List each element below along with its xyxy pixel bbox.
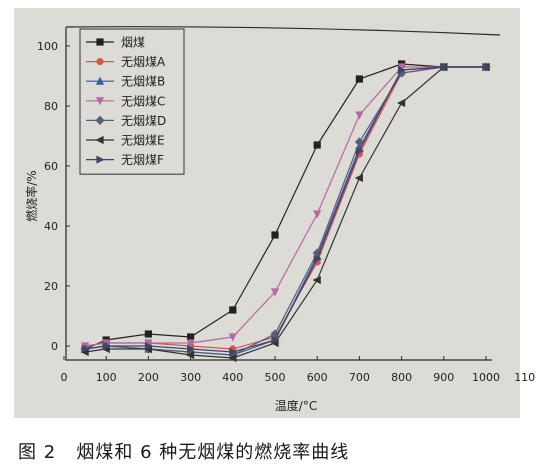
legend-marker: [96, 38, 104, 46]
data-point: [482, 62, 491, 72]
legend-label: 无烟煤F: [121, 153, 164, 167]
data-point: [186, 350, 195, 360]
series-group: [80, 60, 491, 363]
legend-label: 烟煤: [121, 36, 145, 50]
data-point: [187, 344, 196, 354]
legend-entry: 无烟煤E: [86, 134, 165, 148]
data-point: [355, 111, 364, 120]
legend-entry: 无烟煤A: [86, 55, 166, 69]
data-point: [355, 146, 364, 156]
data-point: [397, 68, 407, 78]
x-tick-label: 600: [307, 371, 328, 384]
data-point: [186, 339, 195, 348]
x-axis-title: 温度/°C: [275, 398, 317, 413]
figure-number: 图 2: [18, 442, 57, 463]
x-tick-label: 400: [222, 371, 243, 384]
legend-entry: 无烟煤C: [86, 94, 165, 108]
legend-marker: [95, 135, 104, 145]
legend-entry: 无烟煤B: [86, 75, 165, 89]
legend-marker: [95, 76, 105, 85]
legend-label: 无烟煤B: [121, 75, 165, 89]
data-point: [313, 254, 322, 264]
data-point: [355, 75, 363, 83]
data-point: [228, 333, 237, 342]
y-tick-label: 100: [37, 40, 58, 53]
x-tick-label: 0: [61, 371, 68, 384]
legend-entry: 无烟煤D: [86, 114, 166, 128]
y-axis-title: 燃烧率/%: [24, 170, 39, 221]
data-point: [144, 339, 153, 348]
data-point: [313, 141, 321, 149]
legend-marker: [96, 155, 105, 164]
x-tick-label: 300: [180, 371, 201, 384]
y-tick-label: 40: [44, 220, 58, 233]
series-7: [81, 62, 491, 357]
legend-label: 无烟煤D: [121, 114, 166, 128]
data-point: [144, 341, 153, 351]
data-point: [354, 137, 364, 147]
legend-entry: 烟煤: [86, 36, 145, 50]
y-tick-label: 0: [51, 340, 58, 353]
data-point: [102, 341, 111, 351]
legend-label: 无烟煤E: [121, 134, 165, 148]
data-point: [271, 335, 280, 345]
data-point: [312, 275, 321, 285]
legend-entry: 无烟煤F: [86, 153, 164, 167]
legend-marker: [95, 115, 105, 125]
data-point: [354, 173, 363, 183]
legend-marker: [96, 58, 104, 66]
data-point: [271, 231, 279, 239]
data-point: [440, 62, 449, 72]
data-point: [312, 248, 322, 258]
axes-frame: [65, 27, 492, 361]
legend-label: 无烟煤C: [121, 94, 165, 108]
data-point: [144, 330, 152, 338]
data-point: [397, 63, 406, 72]
y-tick-label: 60: [44, 160, 58, 173]
data-point: [228, 353, 237, 363]
legend-box: [79, 28, 185, 175]
x-tick-label: 200: [138, 371, 159, 384]
data-point: [270, 288, 280, 297]
figure-caption: 图 2 烟煤和 6 种无烟煤的燃烧率曲线: [18, 438, 349, 464]
data-point: [81, 344, 90, 354]
y-tick-label: 20: [44, 280, 58, 293]
data-point: [398, 65, 407, 75]
legend-marker: [95, 97, 105, 106]
y-tick-label: 80: [44, 100, 58, 113]
data-point: [229, 347, 238, 357]
x-tick-label: 500: [265, 371, 286, 384]
data-point: [229, 306, 237, 314]
data-point: [187, 333, 195, 341]
x-tick-label: 900: [433, 371, 454, 384]
x-tick-label: 1000: [472, 371, 500, 384]
x-tick-label: 700: [349, 371, 370, 384]
plot-top-border: [65, 26, 501, 36]
data-point: [313, 210, 322, 219]
data-point: [397, 98, 406, 108]
x-tick-label: 800: [391, 371, 412, 384]
figure-caption-text: 烟煤和 6 种无烟煤的燃烧率曲线: [76, 442, 350, 463]
x-tick-label: 100: [96, 371, 117, 384]
legend-label: 无烟煤A: [121, 55, 166, 69]
